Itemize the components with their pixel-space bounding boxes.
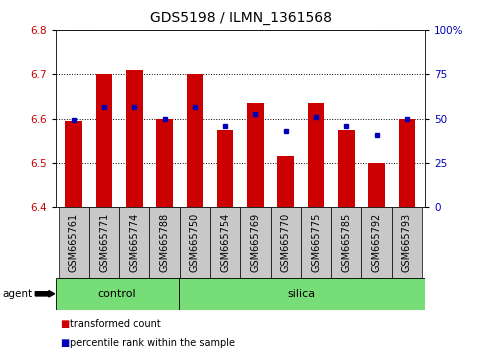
Bar [301, 207, 331, 278]
Bar [210, 207, 240, 278]
Bar [180, 207, 210, 278]
Bar [217, 130, 233, 207]
Text: GSM665771: GSM665771 [99, 213, 109, 272]
Bar [156, 119, 173, 207]
Text: control: control [98, 289, 136, 299]
Text: percentile rank within the sample: percentile rank within the sample [70, 338, 235, 348]
Text: agent: agent [2, 289, 32, 299]
Bar [241, 207, 270, 278]
Bar [65, 121, 82, 207]
Text: GDS5198 / ILMN_1361568: GDS5198 / ILMN_1361568 [151, 11, 332, 25]
Text: GSM665785: GSM665785 [341, 213, 351, 272]
Bar [58, 207, 89, 278]
Bar [149, 207, 180, 278]
Bar [186, 74, 203, 207]
Bar [368, 163, 385, 207]
Bar [277, 156, 294, 207]
Bar [398, 119, 415, 207]
Text: silica: silica [288, 289, 316, 299]
Text: GSM665793: GSM665793 [402, 213, 412, 272]
Bar [56, 278, 179, 310]
Bar [331, 207, 361, 278]
Text: GSM665788: GSM665788 [159, 213, 170, 272]
Text: GSM665754: GSM665754 [220, 213, 230, 272]
Bar [392, 207, 422, 278]
Text: GSM665775: GSM665775 [311, 213, 321, 272]
Bar [247, 103, 264, 207]
Text: GSM665769: GSM665769 [251, 213, 260, 272]
Bar [96, 74, 113, 207]
Text: GSM665750: GSM665750 [190, 213, 200, 272]
Bar [119, 207, 149, 278]
Bar [126, 70, 142, 207]
Bar [308, 103, 325, 207]
Text: GSM665792: GSM665792 [371, 213, 382, 272]
Text: GSM665774: GSM665774 [129, 213, 139, 272]
Text: transformed count: transformed count [70, 319, 161, 329]
Bar [89, 207, 119, 278]
Bar [179, 278, 425, 310]
Bar [338, 130, 355, 207]
Bar [361, 207, 392, 278]
Text: GSM665761: GSM665761 [69, 213, 79, 272]
Bar [270, 207, 301, 278]
Text: ■: ■ [60, 338, 70, 348]
Text: ■: ■ [60, 319, 70, 329]
Text: GSM665770: GSM665770 [281, 213, 291, 272]
